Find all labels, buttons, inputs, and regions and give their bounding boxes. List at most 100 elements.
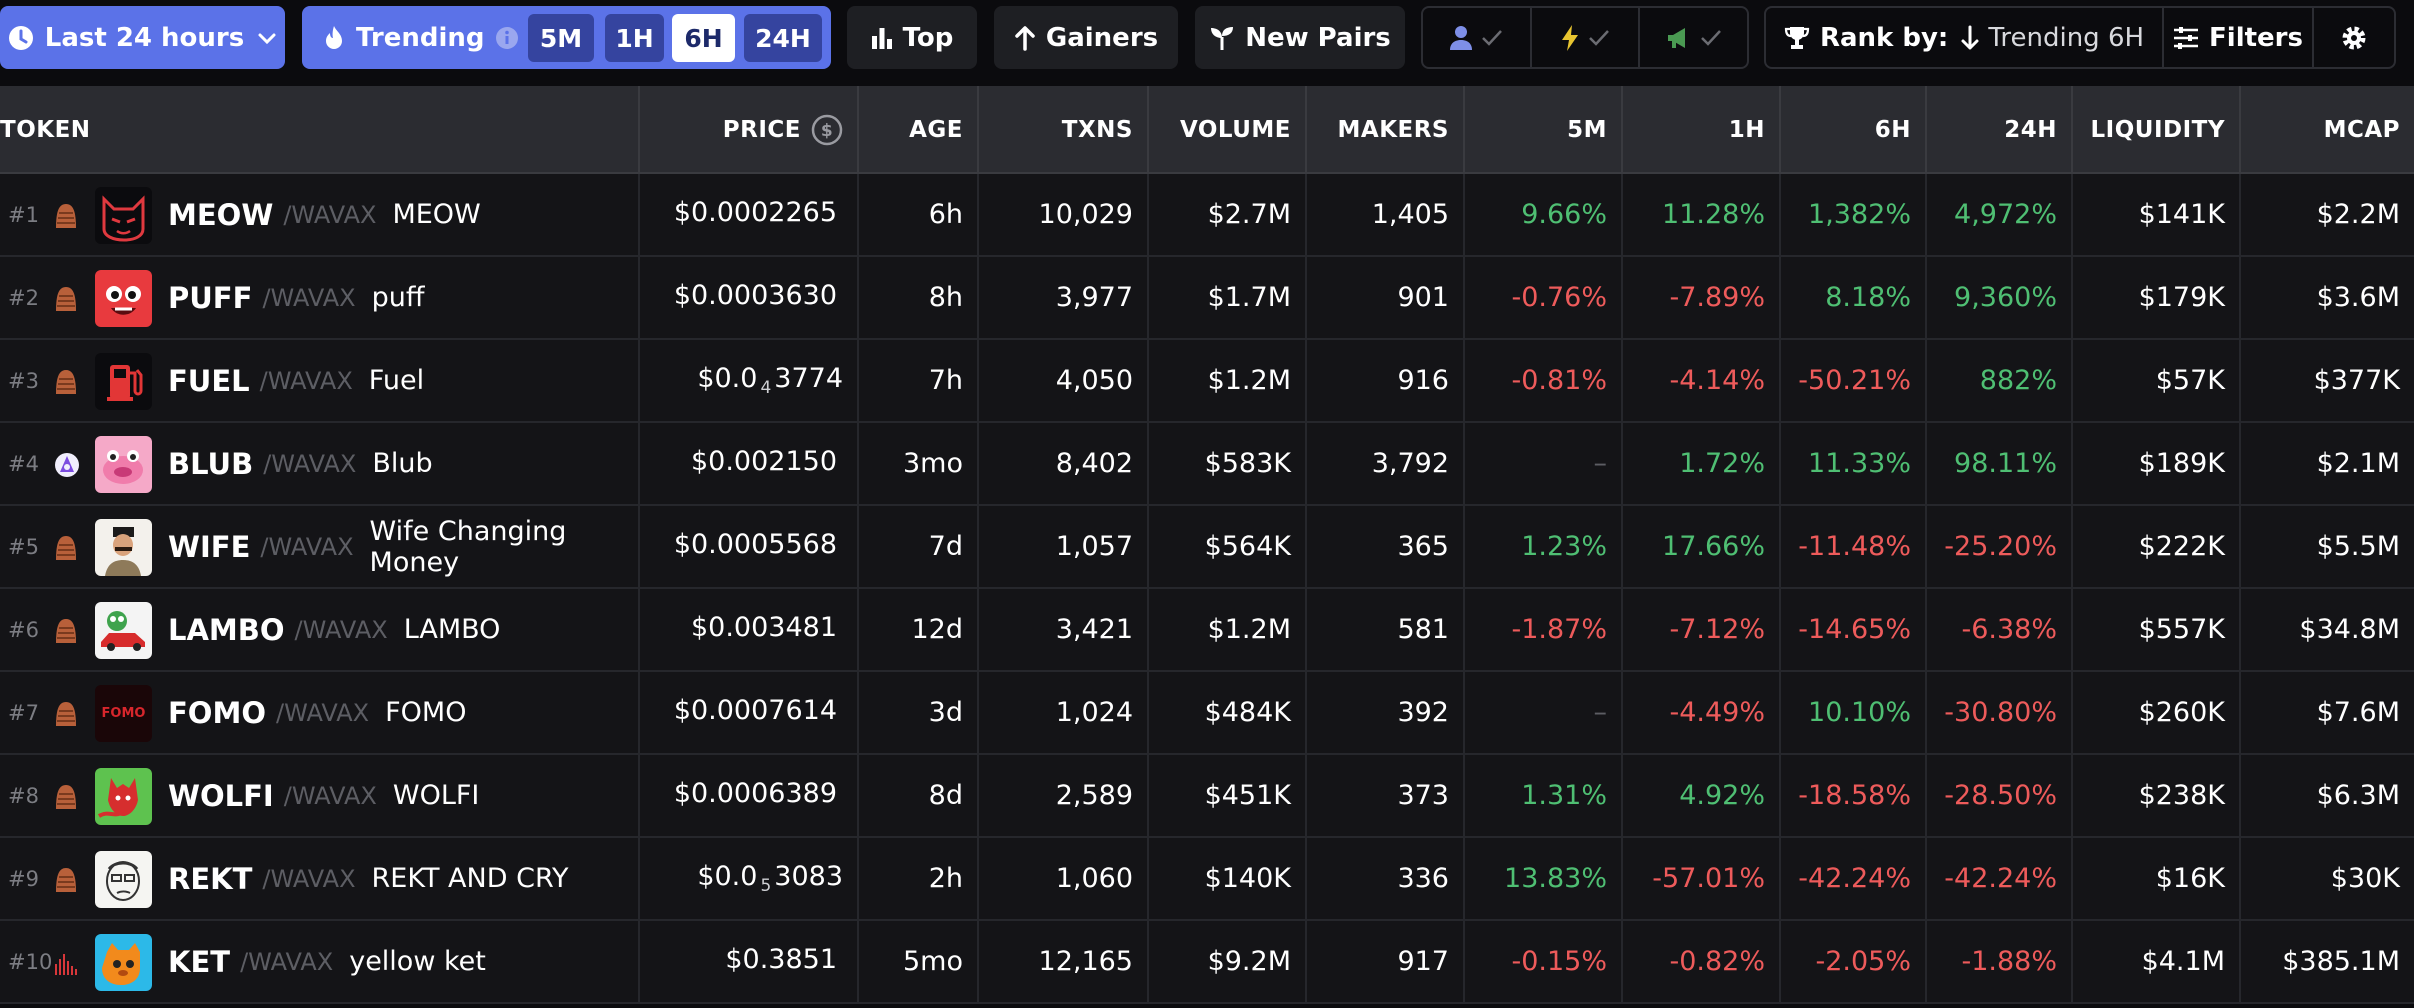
- age-cell: 2h: [859, 838, 979, 919]
- tab-trending-1h[interactable]: 1H: [605, 14, 664, 62]
- change-6h-cell: -11.48%: [1781, 506, 1927, 587]
- makers-cell: 581: [1307, 589, 1465, 670]
- token-cell[interactable]: #10 KET /WAVAX yellow ket: [0, 921, 640, 1002]
- token-cell[interactable]: #5 WIFE /WAVAX Wife Changing Money: [0, 506, 640, 587]
- col-header-liquidity[interactable]: LIQUIDITY: [2073, 86, 2241, 174]
- txns-cell: 1,060: [979, 838, 1149, 919]
- txns-cell: 3,421: [979, 589, 1149, 670]
- table-row-5[interactable]: #5 WIFE /WAVAX Wife Changing Money $0.00…: [0, 506, 2414, 589]
- col-header-mcap[interactable]: MCAP: [2323, 117, 2400, 143]
- liquidity-cell: $238K: [2073, 755, 2241, 836]
- token-symbol: MEOW: [168, 197, 274, 232]
- liquidity-cell: $141K: [2073, 174, 2241, 255]
- change-5m-cell: 9.66%: [1465, 174, 1623, 255]
- check-icon: [1482, 29, 1503, 46]
- table-row-3[interactable]: #3 FUEL /WAVAX Fuel $0.0 4 3774 7h 4,050 $…: [0, 340, 2414, 423]
- price-tail: 3083: [774, 861, 843, 892]
- token-label: BLUB /WAVAX Blub: [168, 423, 433, 504]
- col-header-token[interactable]: TOKEN: [0, 86, 640, 174]
- age-cell: 5mo: [859, 921, 979, 1002]
- token-cell[interactable]: #1 MEOW /WAVAX MEOW: [0, 174, 640, 255]
- price-main: $0.0006389: [673, 778, 837, 809]
- rank-by-dropdown[interactable]: Rank by: Trending 6H: [1766, 8, 2164, 67]
- volume-cell: $2.7M: [1149, 174, 1307, 255]
- price-cell: $0.3851: [640, 921, 859, 1002]
- table-row-6[interactable]: #6 LAMBO /WAVAX LAMBO $0.003481 12d 3,42…: [0, 589, 2414, 672]
- age-cell: 7h: [859, 340, 979, 421]
- col-header-6h[interactable]: 6H: [1781, 86, 1927, 174]
- wolf-icon: [95, 768, 152, 825]
- currency-toggle-icon[interactable]: $: [811, 114, 843, 146]
- table-row-9[interactable]: #9 REKT /WAVAX REKT AND CRY $0.0 5 3083 2h…: [0, 838, 2414, 921]
- ads-filter-toggle[interactable]: [1640, 8, 1747, 67]
- table-row-7[interactable]: #7 FOMO FOMO /WAVAX FOMO $0.0007614 3d 1…: [0, 672, 2414, 755]
- gainers-button[interactable]: Gainers: [994, 6, 1178, 69]
- txns-cell: 2,589: [979, 755, 1149, 836]
- col-header-5m[interactable]: 5M: [1465, 86, 1623, 174]
- price-cell: $0.0002265: [640, 174, 859, 255]
- token-name: Fuel: [368, 365, 425, 396]
- rank-number: #8: [8, 783, 39, 808]
- price-zero-count: 5: [760, 876, 772, 896]
- price-cell: $0.0 4 3774: [640, 340, 859, 421]
- liquidity-cell: $4.1M: [2073, 921, 2241, 1002]
- tab-trending-24h[interactable]: 24H: [744, 14, 822, 62]
- profile-filter-toggle[interactable]: [1423, 8, 1532, 67]
- col-header-volume[interactable]: VOLUME: [1149, 86, 1307, 174]
- token-symbol: REKT: [168, 861, 253, 896]
- col-header-txns[interactable]: TXNS: [979, 86, 1149, 174]
- price-main: $0.003481: [690, 612, 837, 643]
- token-cell[interactable]: #9 REKT /WAVAX REKT AND CRY: [0, 838, 640, 919]
- token-cell[interactable]: #2 PUFF /WAVAX puff: [0, 257, 640, 338]
- token-name: puff: [371, 282, 425, 313]
- price-zero-count: [837, 959, 843, 979]
- new-pairs-button[interactable]: New Pairs: [1195, 6, 1405, 69]
- col-header-1h[interactable]: 1H: [1623, 86, 1781, 174]
- change-24h-cell: 98.11%: [1927, 423, 2073, 504]
- table-row-2[interactable]: #2 PUFF /WAVAX puff $0.0003630 8h 3,977 …: [0, 257, 2414, 340]
- table-row-4[interactable]: #4 BLUB /WAVAX Blub $0.002150 3mo 8,402 …: [0, 423, 2414, 506]
- txns-cell: 3,977: [979, 257, 1149, 338]
- age-cell: 12d: [859, 589, 979, 670]
- col-header-price[interactable]: PRICE $: [640, 86, 859, 174]
- boost-filter-toggle[interactable]: [1532, 8, 1641, 67]
- pharaoh-icon: [54, 867, 78, 893]
- table-row-1[interactable]: #1 MEOW /WAVAX MEOW $0.0002265 6h 10,029…: [0, 174, 2414, 257]
- token-cell[interactable]: #4 BLUB /WAVAX Blub: [0, 423, 640, 504]
- timeframe-dropdown[interactable]: Last 24 hours: [0, 6, 285, 69]
- trending-label[interactable]: Trending: [356, 22, 485, 53]
- info-icon[interactable]: [495, 26, 519, 50]
- pharaoh-icon: [54, 369, 78, 395]
- settings-button[interactable]: [2314, 8, 2394, 67]
- filters-button[interactable]: Filters: [2164, 8, 2314, 67]
- token-cell[interactable]: #6 LAMBO /WAVAX LAMBO: [0, 589, 640, 670]
- token-cell[interactable]: #3 FUEL /WAVAX Fuel: [0, 340, 640, 421]
- age-cell: 3mo: [859, 423, 979, 504]
- top-button[interactable]: Top: [847, 6, 977, 69]
- col-header-24h[interactable]: 24H: [1927, 86, 2073, 174]
- price-value: $0.0002265: [674, 197, 843, 232]
- token-cell[interactable]: #8 WOLFI /WAVAX WOLFI: [0, 755, 640, 836]
- age-cell: 7d: [859, 506, 979, 587]
- tab-trending-5m[interactable]: 5M: [528, 14, 594, 62]
- table-row-10[interactable]: #10 KET /WAVAX yellow ket $0.3851 5mo 12…: [0, 921, 2414, 1004]
- tab-trending-6h[interactable]: 6H: [672, 14, 735, 62]
- megaphone-icon: [1667, 27, 1685, 48]
- table-row-8[interactable]: #8 WOLFI /WAVAX WOLFI $0.0006389 8d 2,58…: [0, 755, 2414, 838]
- col-header-makers[interactable]: MAKERS: [1307, 86, 1465, 174]
- price-zero-count: [837, 295, 843, 315]
- pink-blob-icon: [95, 436, 152, 493]
- trophy-icon: [1784, 26, 1810, 49]
- rank-number: #6: [8, 617, 39, 642]
- makers-cell: 901: [1307, 257, 1465, 338]
- mcap-cell: $6.3M: [2316, 780, 2400, 811]
- token-cell[interactable]: #7 FOMO FOMO /WAVAX FOMO: [0, 672, 640, 753]
- change-1h-cell: -57.01%: [1623, 838, 1781, 919]
- col-header-age[interactable]: AGE: [859, 86, 979, 174]
- liquidity-cell: $189K: [2073, 423, 2241, 504]
- price-zero-count: [837, 793, 843, 813]
- token-symbol: FUEL: [168, 363, 250, 398]
- quote-symbol: /WAVAX: [259, 366, 353, 395]
- gear-icon: [2342, 26, 2366, 49]
- flame-icon: [326, 25, 342, 49]
